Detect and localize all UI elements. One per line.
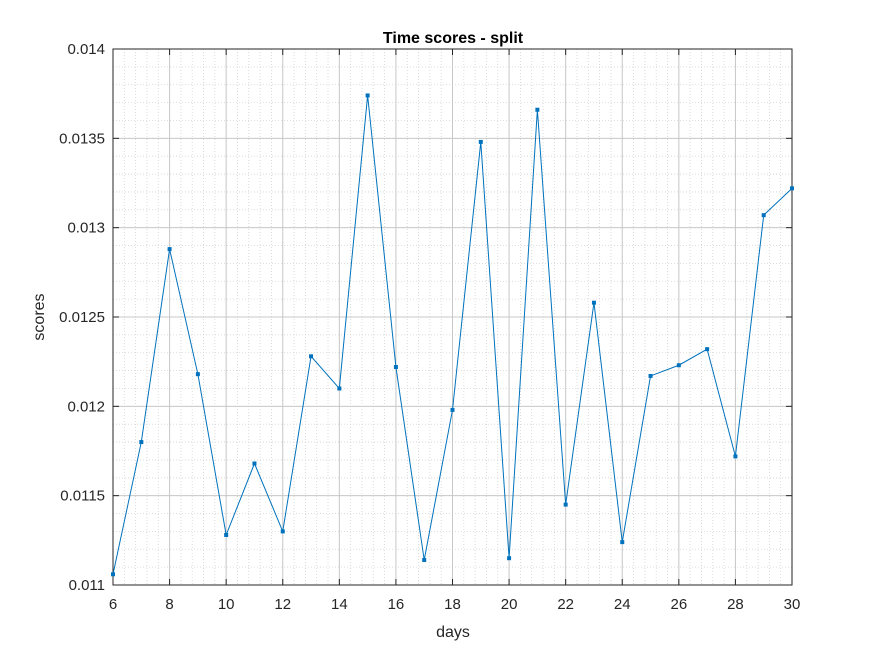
data-point-marker	[393, 365, 398, 370]
y-tick-label: 0.0115	[60, 488, 105, 505]
data-point-marker	[365, 93, 370, 98]
y-tick-label: 0.0135	[59, 130, 105, 147]
data-point-marker	[252, 461, 257, 466]
data-point-marker	[676, 363, 681, 368]
x-tick-label: 30	[784, 596, 801, 613]
y-tick-label: 0.012	[67, 398, 105, 415]
data-point-marker	[309, 354, 314, 359]
data-point-marker	[563, 502, 568, 507]
data-point-marker	[167, 247, 172, 252]
data-point-marker	[224, 532, 229, 537]
x-tick-label: 24	[614, 596, 631, 613]
data-point-marker	[450, 407, 455, 412]
y-tick-label: 0.014	[67, 41, 105, 58]
x-tick-label: 12	[274, 596, 291, 613]
data-point-marker	[535, 107, 540, 112]
x-tick-label: 10	[218, 596, 235, 613]
data-point-marker	[733, 454, 738, 459]
x-tick-label: 6	[109, 596, 117, 613]
x-tick-label: 14	[331, 596, 348, 613]
y-tick-labels: 0.011 0.0115 0.012 0.0125 0.013 0.0135 0.014	[59, 41, 105, 594]
data-point-marker	[139, 440, 144, 445]
data-point-marker	[620, 540, 625, 545]
data-point-marker	[111, 572, 115, 577]
y-axis-label: scores	[31, 293, 48, 340]
x-tick-label: 22	[557, 596, 574, 613]
data-point-marker	[790, 186, 794, 191]
data-point-marker	[337, 386, 342, 391]
data-point-marker	[705, 347, 710, 352]
y-tick-label: 0.013	[67, 220, 105, 237]
x-tick-label: 16	[388, 596, 405, 613]
x-axis-label: days	[436, 624, 470, 641]
x-tick-label: 20	[501, 596, 518, 613]
data-point-marker	[761, 213, 766, 218]
chart-title: Time scores - split	[383, 30, 524, 47]
data-point-marker	[648, 373, 653, 378]
data-point-marker	[507, 556, 512, 561]
y-tick-label: 0.0125	[59, 309, 105, 326]
data-point-marker	[591, 300, 596, 305]
x-tick-label: 18	[444, 596, 461, 613]
data-point-marker	[280, 529, 285, 534]
tick-marks	[112, 48, 793, 586]
y-tick-label: 0.011	[69, 577, 105, 594]
x-tick-label: 28	[727, 596, 744, 613]
x-tick-labels: 6 8 10 12 14 16 18 20 22 24 26 28 30	[109, 596, 801, 613]
data-point-marker	[478, 139, 483, 144]
x-tick-label: 26	[670, 596, 687, 613]
plot-area	[111, 48, 794, 586]
data-point-marker	[422, 557, 427, 562]
series-group	[111, 93, 794, 577]
x-tick-label: 8	[165, 596, 173, 613]
data-point-marker	[195, 372, 200, 377]
